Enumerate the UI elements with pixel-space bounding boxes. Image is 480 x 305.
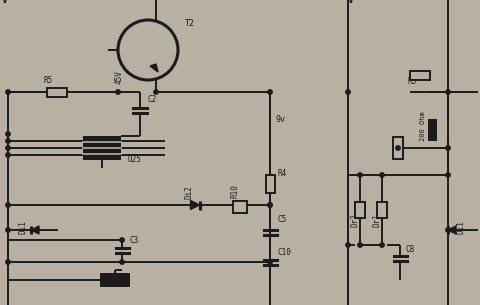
Circle shape <box>120 238 124 242</box>
Circle shape <box>380 243 384 247</box>
Text: R10: R10 <box>230 184 239 198</box>
Bar <box>410 70 430 80</box>
Circle shape <box>6 132 10 136</box>
Polygon shape <box>191 200 200 210</box>
Bar <box>100 273 130 287</box>
Circle shape <box>446 90 450 94</box>
Text: Di1: Di1 <box>456 220 465 234</box>
Text: U26: U26 <box>103 275 117 284</box>
Bar <box>83 136 121 160</box>
Circle shape <box>6 260 10 264</box>
Text: 9v: 9v <box>276 115 286 124</box>
Text: V: V <box>348 0 354 5</box>
Circle shape <box>268 260 272 264</box>
Text: Di1: Di1 <box>18 220 27 234</box>
Text: C2: C2 <box>147 95 156 104</box>
Text: R5: R5 <box>44 76 53 85</box>
Text: 200 Ohm: 200 Ohm <box>420 111 426 141</box>
Text: C10: C10 <box>277 248 291 257</box>
Bar <box>393 137 403 159</box>
Text: C3: C3 <box>130 236 139 245</box>
Polygon shape <box>448 226 456 234</box>
Circle shape <box>154 90 158 94</box>
Bar <box>233 201 247 213</box>
Circle shape <box>358 173 362 177</box>
Text: Dr1: Dr1 <box>373 213 382 227</box>
Circle shape <box>446 146 450 150</box>
Circle shape <box>6 228 10 232</box>
Circle shape <box>446 173 450 177</box>
Circle shape <box>118 20 178 80</box>
Circle shape <box>268 203 272 207</box>
Circle shape <box>346 243 350 247</box>
Circle shape <box>268 203 272 207</box>
Text: C5: C5 <box>277 215 286 224</box>
Bar <box>377 202 387 218</box>
Text: R5: R5 <box>408 77 417 86</box>
Circle shape <box>346 90 350 94</box>
Circle shape <box>396 146 400 150</box>
Text: U25: U25 <box>127 155 141 164</box>
Text: R4: R4 <box>277 169 286 178</box>
Circle shape <box>6 139 10 143</box>
Circle shape <box>268 90 272 94</box>
Circle shape <box>358 243 362 247</box>
Polygon shape <box>31 226 39 234</box>
Text: T2: T2 <box>185 19 195 28</box>
Circle shape <box>120 260 124 264</box>
Circle shape <box>6 153 10 157</box>
Bar <box>47 88 67 96</box>
Text: Dr2: Dr2 <box>350 213 359 227</box>
Text: V: V <box>2 0 8 5</box>
Text: Di2: Di2 <box>184 185 193 199</box>
Bar <box>265 175 275 193</box>
Circle shape <box>116 90 120 94</box>
Text: C8: C8 <box>406 245 415 254</box>
Text: 45V: 45V <box>115 70 124 84</box>
Circle shape <box>380 173 384 177</box>
Bar <box>355 202 365 218</box>
Bar <box>428 119 436 141</box>
Circle shape <box>6 90 10 94</box>
Circle shape <box>446 228 450 232</box>
Circle shape <box>6 203 10 207</box>
Circle shape <box>6 146 10 150</box>
Polygon shape <box>150 64 158 72</box>
